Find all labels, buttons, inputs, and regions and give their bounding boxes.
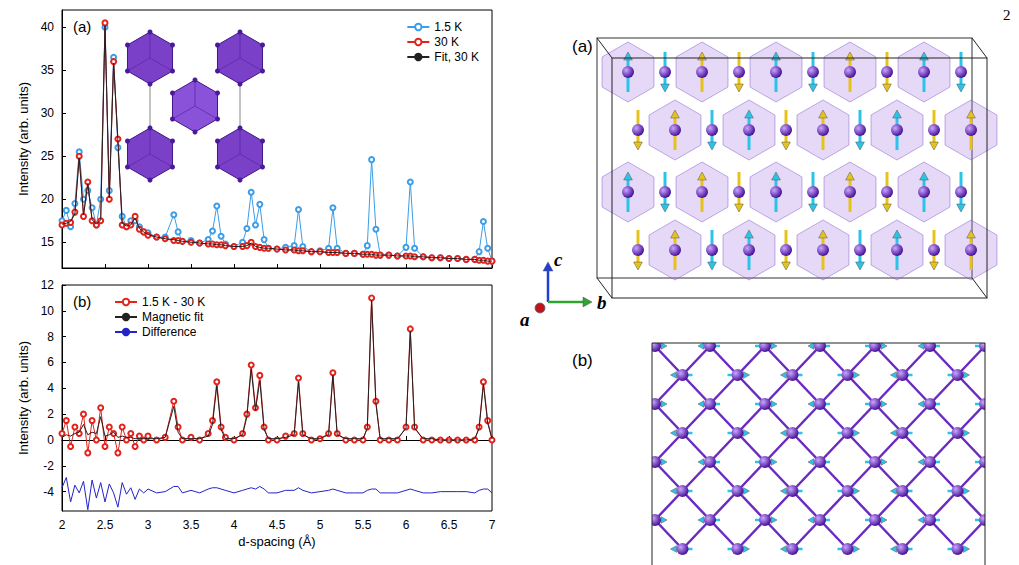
svg-text:1.5 K - 30 K: 1.5 K - 30 K	[142, 295, 205, 309]
svg-text:2: 2	[59, 518, 66, 532]
svg-text:2.5: 2.5	[97, 518, 114, 532]
svg-text:35: 35	[41, 63, 55, 77]
svg-text:1.5 K: 1.5 K	[434, 20, 462, 34]
svg-text:10: 10	[41, 304, 55, 318]
svg-text:d-spacing (Å): d-spacing (Å)	[238, 534, 315, 549]
svg-text:3.5: 3.5	[183, 518, 200, 532]
svg-text:7: 7	[489, 518, 496, 532]
svg-text:0: 0	[47, 433, 54, 447]
svg-text:20: 20	[41, 192, 55, 206]
svg-text:40: 40	[41, 20, 55, 34]
svg-text:(a): (a)	[73, 18, 91, 35]
svg-text:a: a	[520, 309, 530, 330]
svg-text:Magnetic fit: Magnetic fit	[142, 310, 204, 324]
svg-text:25: 25	[41, 149, 55, 163]
svg-text:Fit, 30 K: Fit, 30 K	[434, 50, 479, 64]
svg-text:(b): (b)	[73, 293, 91, 310]
svg-text:Intensity (arb. units): Intensity (arb. units)	[16, 82, 31, 196]
svg-text:Difference: Difference	[142, 325, 197, 339]
svg-text:b: b	[597, 292, 607, 313]
svg-text:5: 5	[317, 518, 324, 532]
svg-text:-4: -4	[43, 485, 54, 499]
svg-text:4.5: 4.5	[269, 518, 286, 532]
svg-text:4: 4	[231, 518, 238, 532]
svg-text:12: 12	[41, 278, 55, 292]
svg-text:Intensity (arb. units): Intensity (arb. units)	[16, 341, 31, 455]
svg-text:3: 3	[145, 518, 152, 532]
svg-text:30 K: 30 K	[434, 35, 459, 49]
svg-text:6.5: 6.5	[441, 518, 458, 532]
svg-text:8: 8	[47, 330, 54, 344]
svg-text:30: 30	[41, 106, 55, 120]
svg-text:2: 2	[1003, 7, 1011, 23]
svg-text:(b): (b)	[572, 351, 593, 370]
svg-text:6: 6	[47, 355, 54, 369]
svg-text:4: 4	[47, 381, 54, 395]
svg-text:-2: -2	[43, 459, 54, 473]
svg-text:c: c	[554, 249, 563, 270]
svg-text:5.5: 5.5	[355, 518, 372, 532]
svg-text:6: 6	[403, 518, 410, 532]
svg-text:2: 2	[47, 407, 54, 421]
svg-text:(a): (a)	[572, 37, 593, 56]
svg-text:15: 15	[41, 235, 55, 249]
